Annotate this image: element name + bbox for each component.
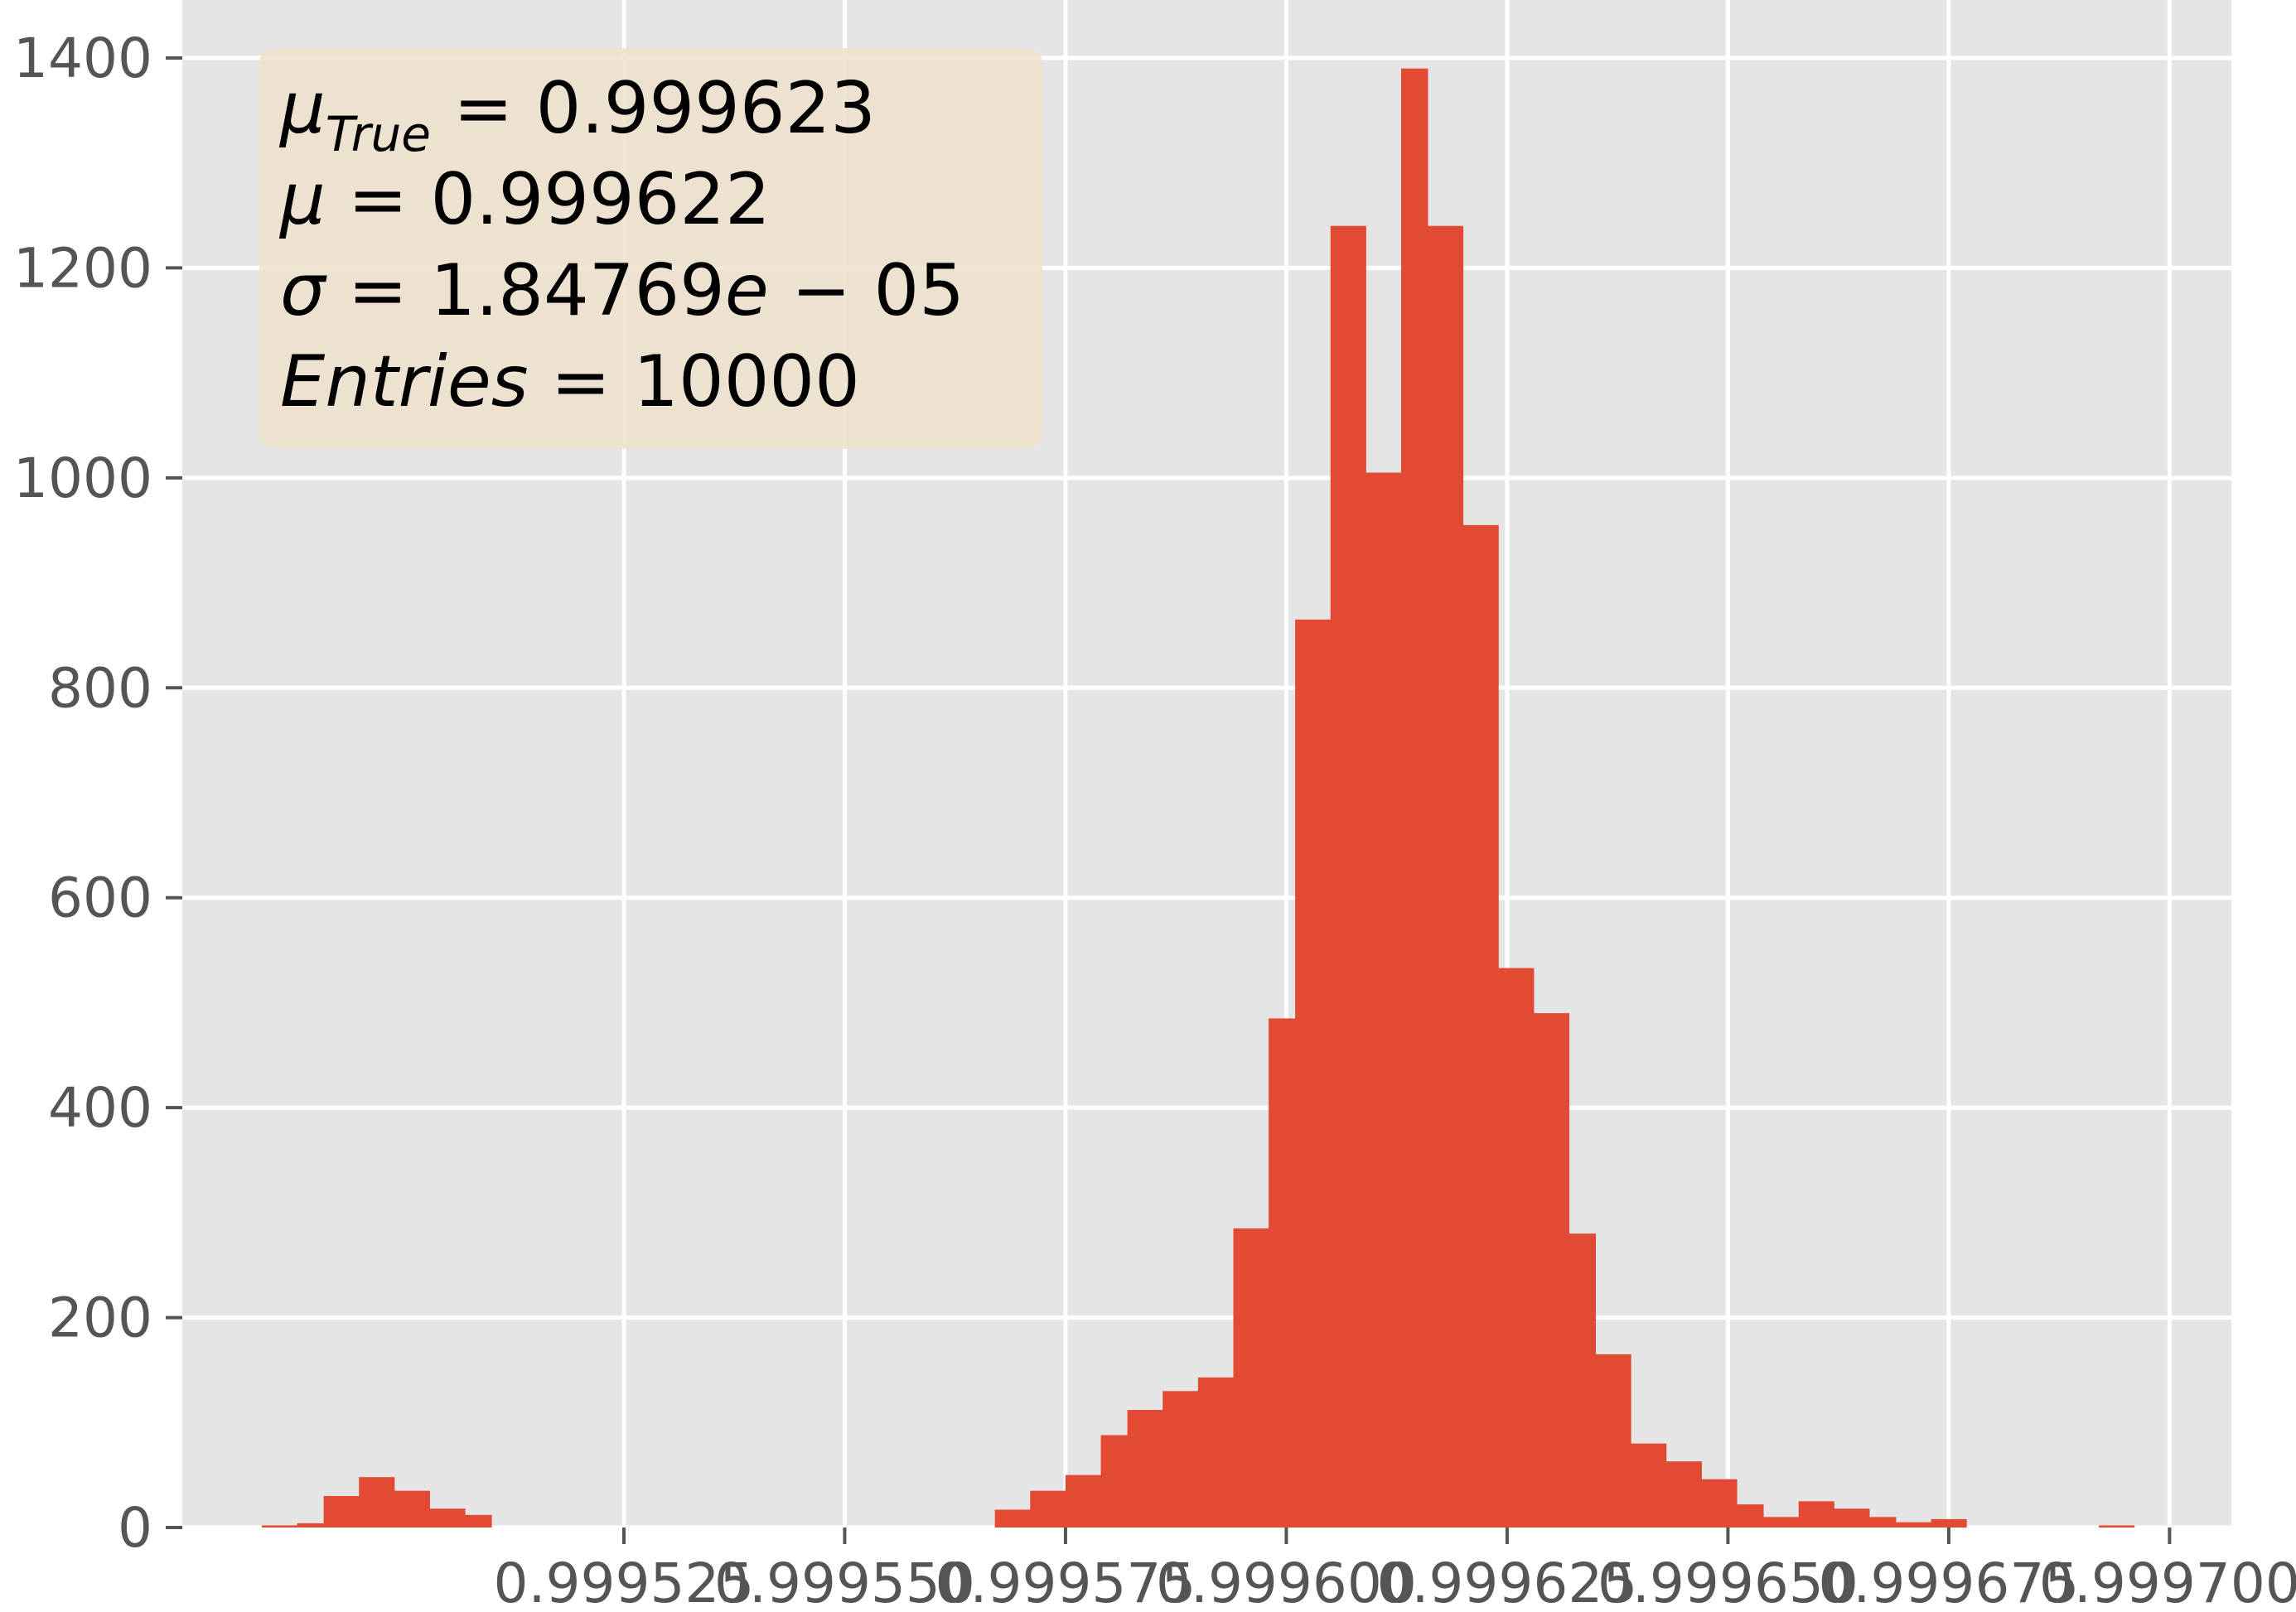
histogram-bar [1100, 1435, 1129, 1528]
y-axis: 0 200 400 600 800 1000 1200 1400 [13, 27, 182, 1560]
mu-equals: = [326, 158, 431, 241]
mu-symbol: μ [278, 158, 326, 241]
x-tick-label: 0.999600 [1156, 1552, 1417, 1612]
mu-true-value: 0.999623 [536, 67, 876, 150]
histogram-bar [1533, 1013, 1570, 1528]
y-tick-label: 600 [48, 866, 152, 930]
histogram-bar [994, 1509, 1031, 1528]
stats-entries: Entries = 10000 [280, 340, 860, 423]
histogram-bar [1834, 1508, 1870, 1528]
histogram-bar [1030, 1490, 1066, 1528]
mu-value: 0.999622 [430, 158, 770, 241]
sigma-exponent: 05 [874, 249, 964, 332]
x-tick-label: 0.999650 [1598, 1552, 1859, 1612]
x-tick-label: 0.999575 [935, 1552, 1196, 1612]
mu-true-symbol: μ [278, 67, 326, 150]
y-tick-label: 0 [118, 1496, 152, 1560]
histogram-bar [261, 1525, 298, 1528]
histogram-bar [297, 1523, 325, 1528]
histogram-bar [394, 1490, 430, 1528]
sigma-mantissa: 1.84769 [430, 249, 725, 332]
histogram-bar [1595, 1354, 1631, 1528]
histogram-bar [1798, 1501, 1834, 1528]
sigma-exp-letter: e [725, 249, 769, 332]
histogram-bar [1569, 1233, 1597, 1528]
histogram-bar [1665, 1461, 1702, 1528]
y-tick-label: 1000 [13, 446, 152, 510]
x-tick-label: 0.999625 [1376, 1552, 1637, 1612]
y-tick-label: 1400 [13, 27, 152, 90]
x-tick-label: 0.999700 [2039, 1552, 2296, 1612]
stats-box-background [259, 48, 1042, 449]
x-axis: 0.9995250.9995500.9995750.9996000.999625… [494, 1528, 2296, 1612]
sigma-minus: − [769, 249, 874, 332]
histogram-bar [1631, 1443, 1667, 1528]
histogram-bar [1295, 619, 1332, 1528]
histogram-bar [1330, 225, 1366, 1528]
mu-true-subscript: True [326, 106, 431, 162]
histogram-bar [1401, 68, 1428, 1528]
entries-equals: = [529, 340, 634, 423]
histogram-bar [359, 1477, 395, 1528]
histogram-bar [1701, 1479, 1738, 1528]
entries-value: 10000 [633, 340, 860, 423]
histogram-bar [429, 1508, 466, 1528]
stats-box: μTrue = 0.999623 μ = 0.999622 σ = 1.8476… [259, 48, 1042, 449]
x-tick-label: 0.999675 [1818, 1552, 2079, 1612]
y-tick-label: 1200 [13, 236, 152, 300]
histogram-bar [1895, 1522, 1932, 1528]
stats-mu: μ = 0.999622 [278, 158, 771, 241]
histogram-bar [323, 1495, 360, 1528]
entries-label: Entries [280, 340, 529, 423]
histogram-bar [465, 1514, 492, 1528]
histogram-bar [1127, 1410, 1163, 1528]
stats-mu-true: μTrue = 0.999623 [278, 67, 876, 162]
histogram-bars [261, 68, 2135, 1528]
histogram-bar [1931, 1518, 1967, 1528]
sigma-symbol: σ [280, 249, 327, 332]
histogram-bar [1737, 1504, 1764, 1528]
x-tick-label: 0.999525 [494, 1552, 755, 1612]
histogram-bar [1269, 1018, 1296, 1528]
histogram-bar [1163, 1391, 1199, 1528]
histogram-bar [1366, 472, 1402, 1528]
histogram-bar [1427, 225, 1464, 1528]
y-tick-label: 200 [48, 1286, 152, 1350]
histogram-bar [1065, 1474, 1102, 1528]
mu-true-equals: = [431, 67, 536, 150]
histogram-bar [2099, 1525, 2135, 1528]
x-tick-label: 0.999550 [714, 1552, 975, 1612]
histogram-bar [1498, 968, 1535, 1528]
histogram-bar [1233, 1228, 1269, 1528]
stats-sigma: σ = 1.84769e − 05 [280, 249, 964, 332]
y-tick-label: 800 [48, 656, 152, 720]
y-tick-label: 400 [48, 1076, 152, 1140]
histogram-bar [1763, 1517, 1800, 1528]
histogram-bar [1868, 1517, 1897, 1528]
sigma-equals: = [326, 249, 431, 332]
histogram-bar [1197, 1377, 1234, 1528]
histogram-bar [1462, 524, 1499, 1528]
